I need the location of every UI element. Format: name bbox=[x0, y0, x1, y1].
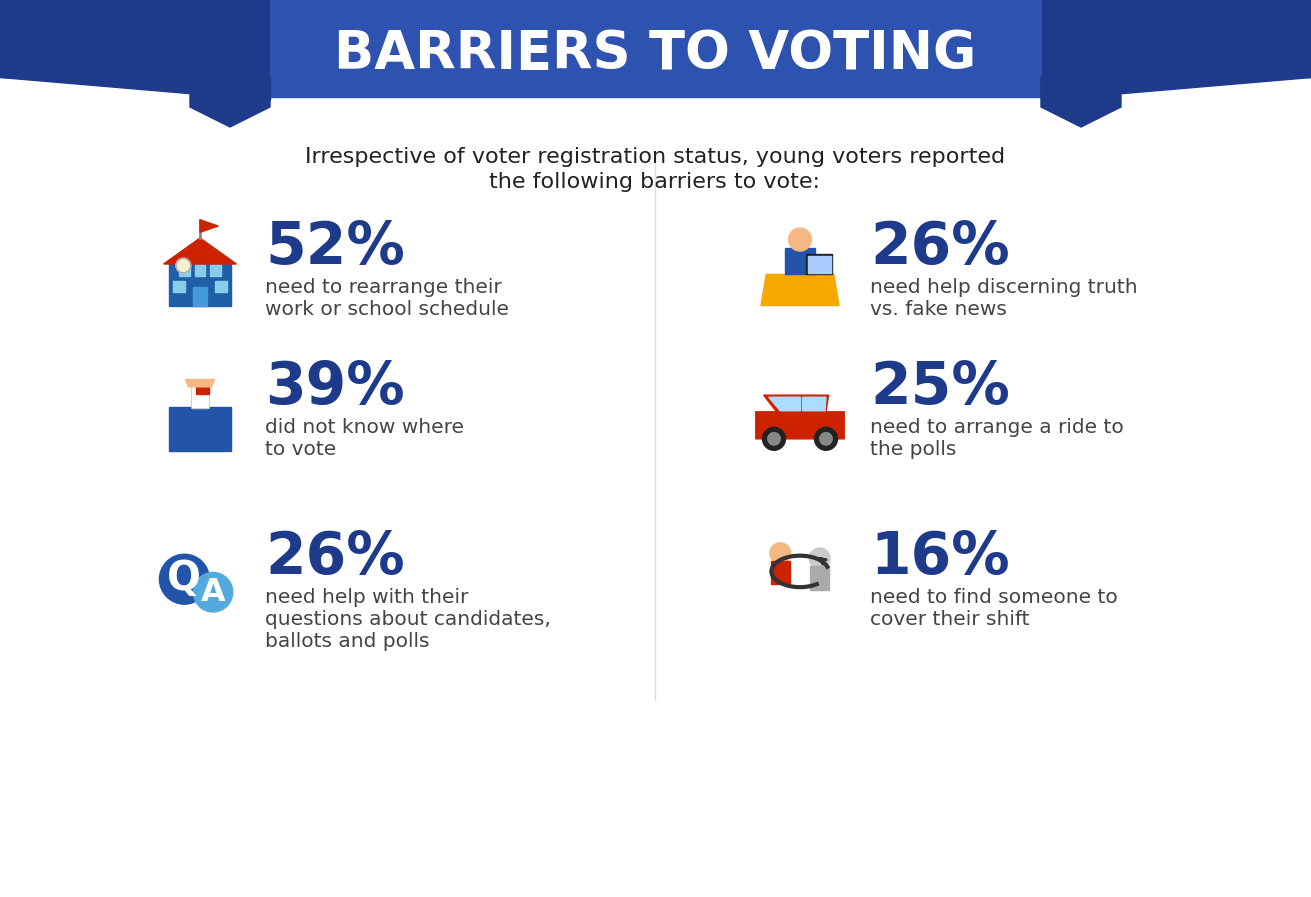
Bar bbox=[180, 265, 190, 276]
Bar bbox=[215, 281, 227, 292]
Text: need to find someone to: need to find someone to bbox=[871, 588, 1118, 606]
Text: 26%: 26% bbox=[871, 219, 1009, 275]
Bar bbox=[169, 406, 231, 451]
Circle shape bbox=[160, 554, 210, 605]
Text: ballots and polls: ballots and polls bbox=[265, 631, 430, 650]
Text: cover their shift: cover their shift bbox=[871, 609, 1029, 629]
Polygon shape bbox=[185, 379, 215, 387]
Polygon shape bbox=[201, 220, 218, 232]
Text: vs. fake news: vs. fake news bbox=[871, 300, 1007, 318]
Polygon shape bbox=[0, 77, 270, 100]
Bar bbox=[173, 281, 185, 292]
Bar bbox=[190, 384, 210, 407]
Text: need help discerning truth: need help discerning truth bbox=[871, 277, 1138, 297]
Bar bbox=[810, 566, 829, 589]
Polygon shape bbox=[802, 397, 826, 411]
Text: 52%: 52% bbox=[265, 219, 405, 275]
Bar bbox=[771, 561, 789, 585]
Polygon shape bbox=[768, 397, 801, 411]
Text: questions about candidates,: questions about candidates, bbox=[265, 609, 551, 629]
Text: the polls: the polls bbox=[871, 440, 957, 458]
Text: need help with their: need help with their bbox=[265, 588, 468, 606]
Circle shape bbox=[814, 427, 838, 450]
Text: A: A bbox=[201, 577, 225, 607]
Text: BARRIERS TO VOTING: BARRIERS TO VOTING bbox=[334, 28, 977, 80]
Circle shape bbox=[768, 432, 780, 445]
Text: work or school schedule: work or school schedule bbox=[265, 300, 509, 318]
Text: did not know where: did not know where bbox=[265, 417, 464, 437]
Bar bbox=[193, 404, 208, 407]
Text: Q: Q bbox=[168, 559, 202, 599]
Text: 25%: 25% bbox=[871, 359, 1009, 415]
Text: need to rearrange their: need to rearrange their bbox=[265, 277, 502, 297]
Bar bbox=[195, 388, 208, 394]
FancyBboxPatch shape bbox=[755, 412, 844, 439]
Text: the following barriers to vote:: the following barriers to vote: bbox=[489, 172, 821, 192]
Polygon shape bbox=[190, 77, 270, 127]
Bar bbox=[270, 0, 1041, 97]
Text: to vote: to vote bbox=[265, 440, 336, 458]
Text: 26%: 26% bbox=[265, 528, 405, 586]
Circle shape bbox=[770, 543, 791, 563]
Bar bbox=[195, 265, 206, 276]
Bar bbox=[0, 0, 1311, 77]
Circle shape bbox=[809, 548, 830, 569]
Bar bbox=[193, 287, 207, 306]
Bar bbox=[169, 264, 231, 306]
Polygon shape bbox=[1041, 77, 1121, 127]
Circle shape bbox=[193, 572, 233, 612]
Polygon shape bbox=[760, 274, 839, 306]
Text: 16%: 16% bbox=[871, 528, 1009, 586]
Bar bbox=[210, 265, 220, 276]
Circle shape bbox=[176, 258, 190, 273]
Bar bbox=[808, 257, 831, 273]
Circle shape bbox=[819, 432, 832, 445]
Text: need to arrange a ride to: need to arrange a ride to bbox=[871, 417, 1124, 437]
Bar bbox=[806, 254, 832, 274]
Polygon shape bbox=[1041, 77, 1311, 100]
Polygon shape bbox=[763, 396, 829, 412]
Circle shape bbox=[763, 427, 785, 450]
Text: Irrespective of voter registration status, young voters reported: Irrespective of voter registration statu… bbox=[305, 147, 1006, 167]
Polygon shape bbox=[164, 238, 236, 264]
Circle shape bbox=[788, 228, 812, 251]
Bar bbox=[785, 248, 814, 274]
Text: 39%: 39% bbox=[265, 359, 405, 415]
